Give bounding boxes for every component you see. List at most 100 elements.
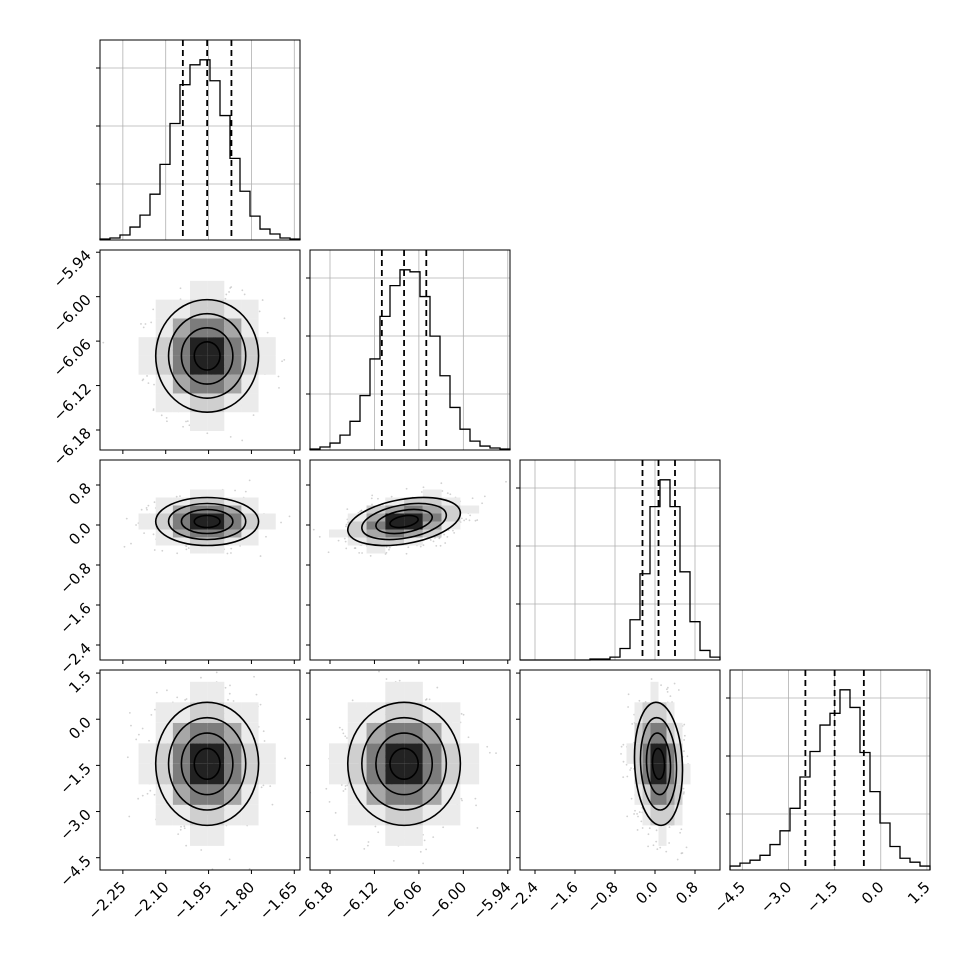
- density-cell: [404, 743, 423, 764]
- sample-point: [188, 424, 191, 427]
- sample-point: [371, 503, 373, 506]
- contour-0: [193, 341, 221, 371]
- density-cell: [172, 804, 190, 826]
- sample-point: [388, 548, 390, 551]
- sample-point: [446, 492, 449, 495]
- sample-point: [176, 552, 179, 555]
- sample-point: [266, 331, 269, 334]
- sample-point: [229, 287, 232, 289]
- sample-point: [260, 786, 263, 789]
- sample-point: [183, 827, 186, 830]
- sample-point: [439, 544, 442, 547]
- sample-point: [228, 858, 231, 861]
- density-cell: [138, 743, 156, 764]
- sample-point: [652, 844, 655, 847]
- sample-point: [686, 755, 689, 758]
- sample-point: [177, 833, 180, 836]
- sample-point: [175, 495, 178, 498]
- density-cell: [385, 825, 405, 846]
- hist-panel-3: [726, 669, 931, 871]
- density-cell: [347, 804, 367, 826]
- sample-point: [262, 730, 265, 733]
- sample-point: [135, 524, 137, 526]
- sample-point: [182, 425, 184, 428]
- sample-point: [345, 525, 347, 528]
- sample-point: [346, 784, 349, 787]
- density-cell: [224, 505, 242, 514]
- density-cell: [404, 513, 423, 522]
- sample-point: [153, 501, 156, 504]
- sample-point: [166, 473, 168, 475]
- sample-point: [665, 850, 668, 853]
- sample-point: [465, 518, 468, 521]
- density-cell: [422, 763, 442, 785]
- sample-point: [357, 511, 360, 514]
- sample-point: [668, 826, 671, 829]
- sample-point: [154, 708, 156, 711]
- density-cell: [172, 537, 190, 546]
- contour-1: [375, 732, 434, 796]
- sample-point: [183, 825, 186, 828]
- density-cell: [207, 722, 225, 744]
- sample-point: [228, 692, 231, 695]
- sample-point: [374, 825, 377, 828]
- sample-point: [185, 545, 188, 548]
- contour-3: [154, 701, 260, 827]
- sample-point: [668, 842, 671, 844]
- sample-point: [398, 679, 401, 682]
- sample-point: [471, 497, 474, 500]
- density-cell: [258, 743, 276, 764]
- sample-point: [278, 386, 280, 389]
- density-cell: [347, 784, 367, 805]
- density-cell: [207, 497, 225, 506]
- hist-panel-1: [306, 249, 511, 451]
- sample-point: [360, 509, 363, 512]
- density-cell: [190, 497, 208, 506]
- scatter-panel-2-3: [516, 664, 721, 874]
- sample-point: [419, 850, 422, 853]
- density-cell: [224, 702, 242, 723]
- contour-1: [180, 508, 234, 535]
- contour-0: [389, 514, 419, 529]
- scatter-panel-0-1: [96, 249, 301, 475]
- sample-point: [187, 547, 190, 549]
- density-cell: [207, 545, 225, 554]
- sample-point: [277, 375, 280, 378]
- panel-frame: [309, 459, 511, 661]
- density-cell: [241, 318, 259, 338]
- histogram-step-2: [520, 479, 721, 661]
- sample-point: [328, 800, 331, 803]
- density-cell: [224, 804, 242, 826]
- sample-point: [149, 789, 152, 792]
- panel-frame: [99, 669, 301, 871]
- sample-point: [676, 858, 679, 861]
- sample-point: [468, 519, 471, 522]
- sample-point: [180, 825, 182, 828]
- density-cell: [172, 374, 190, 394]
- density-cell: [207, 318, 225, 338]
- density-cell: [347, 722, 367, 744]
- sample-point: [462, 713, 465, 716]
- sample-point: [186, 420, 189, 423]
- sample-point: [429, 539, 432, 541]
- sample-point: [474, 519, 477, 522]
- density-cell: [224, 743, 242, 764]
- sample-point: [425, 698, 428, 700]
- density-cell: [172, 505, 190, 514]
- sample-point: [666, 664, 668, 666]
- density-cell: [207, 374, 225, 394]
- sample-point: [325, 787, 328, 790]
- density-cell: [441, 804, 461, 826]
- density-cell: [138, 355, 156, 375]
- sample-point: [141, 727, 144, 730]
- sample-point: [483, 495, 486, 498]
- density-cell: [241, 537, 259, 546]
- sample-point: [460, 712, 463, 715]
- sample-point: [146, 508, 148, 511]
- scatter-panel-1-3: [306, 669, 511, 874]
- density-cell: [404, 681, 423, 703]
- sample-point: [340, 784, 343, 786]
- contour-0: [193, 514, 221, 529]
- density-cell: [422, 489, 442, 498]
- density-cell: [404, 497, 423, 506]
